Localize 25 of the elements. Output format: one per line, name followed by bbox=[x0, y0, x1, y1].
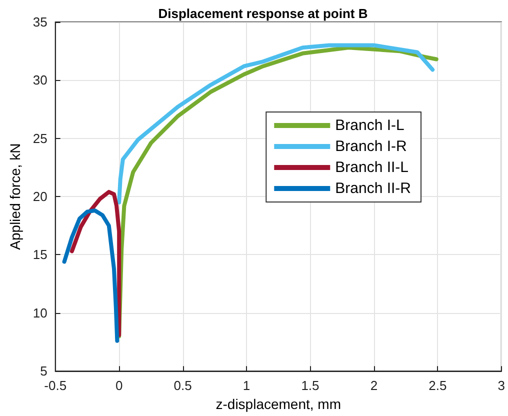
y-tick-label: 5 bbox=[40, 364, 48, 379]
x-axis-title: z-displacement, mm bbox=[216, 396, 342, 412]
x-tick-label: 0.5 bbox=[174, 378, 192, 394]
y-tick-label: 10 bbox=[32, 305, 48, 320]
x-tick-label: 1.5 bbox=[301, 378, 320, 394]
y-axis-title: Applied force, kN bbox=[7, 143, 23, 250]
legend-label: Branch II-R bbox=[335, 180, 412, 197]
x-tick-label: 2.5 bbox=[428, 378, 447, 394]
line-series bbox=[62, 208, 120, 343]
x-tick-label: 3 bbox=[498, 378, 505, 394]
x-tick-label: -0.5 bbox=[44, 378, 67, 394]
y-tick-label: 30 bbox=[32, 72, 48, 88]
y-tick-label: 15 bbox=[32, 247, 48, 262]
chart-title: Displacement response at point B bbox=[158, 6, 368, 21]
x-tick-label: 1 bbox=[242, 378, 250, 394]
line-series bbox=[70, 190, 122, 338]
legend-label: Branch I-L bbox=[335, 117, 404, 134]
x-tick-label: 2 bbox=[370, 378, 378, 394]
y-tick-label: 35 bbox=[32, 14, 48, 30]
line-series bbox=[117, 43, 435, 204]
legend-label: Branch I-R bbox=[335, 138, 407, 155]
y-tick-label: 25 bbox=[32, 130, 48, 146]
y-tick-label: 20 bbox=[32, 189, 48, 204]
x-tick-label: 0 bbox=[115, 378, 123, 394]
legend-label: Branch II-L bbox=[335, 159, 409, 176]
